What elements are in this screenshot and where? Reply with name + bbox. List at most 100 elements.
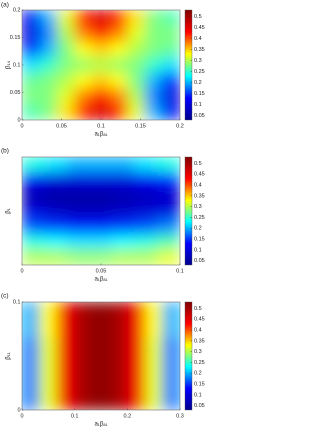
x-axis-label: a₁βₐ₁ [94, 277, 107, 283]
heat-cell [144, 56, 163, 74]
heatmap [22, 157, 180, 265]
heat-cell [162, 88, 180, 105]
heat-cell [109, 373, 128, 410]
heat-cell [127, 56, 146, 74]
colorbar-tick-label: 0.2 [194, 80, 202, 86]
heat-cell [89, 157, 113, 173]
heatmap-cells [22, 157, 180, 265]
panel-label: (a) [1, 2, 9, 9]
heat-cell [44, 157, 68, 173]
y-tick-label: 0.1 [13, 299, 21, 305]
y-axis-label: β₁₁ [6, 352, 12, 360]
heat-cell [22, 172, 45, 189]
heat-cell [162, 56, 180, 74]
heat-cell [91, 302, 111, 339]
heat-cell [74, 56, 93, 74]
heat-cell [91, 25, 111, 42]
heat-cell [39, 56, 58, 74]
heat-cell [39, 72, 58, 89]
heat-cell [162, 41, 180, 58]
colorbar-tick-label: 0.45 [194, 172, 205, 178]
heat-cell [22, 41, 40, 58]
x-tick-label: 0.05 [56, 123, 67, 129]
heat-cell [91, 41, 111, 58]
heat-cell [109, 25, 128, 42]
colorbar-tick-label: 0.3 [194, 204, 202, 210]
heat-cell [162, 103, 180, 120]
heat-cell [44, 249, 68, 265]
colorbar-tick-label: 0.25 [194, 69, 205, 75]
x-tick-label: 0.1 [176, 268, 184, 274]
panel: (a)0.050.10.150.20.250.30.350.40.450.50 0… [1, 2, 205, 138]
colorbar-tick-label: 0.2 [194, 226, 202, 232]
heat-cell [74, 41, 93, 58]
plot-frame [21, 301, 181, 411]
heat-cell [66, 249, 91, 265]
heat-cell [109, 41, 128, 58]
colorbar-tick-label: 0.45 [194, 25, 205, 31]
heat-cell [56, 103, 75, 120]
panel: (b) 0.05 0.1 0.15 0.2 0.25 0.3 0.35 0.4 0.45 0.5 0 0… [1, 148, 205, 283]
panel-label: (b) [1, 148, 9, 155]
colorbar-tick-label: 0.05 [194, 258, 205, 264]
heat-cell [157, 233, 180, 250]
colorbar-tick-label: 0.05 [194, 403, 205, 409]
heat-cell [39, 41, 58, 58]
heat-cell [22, 218, 45, 235]
colorbar-tick-label: 0.5 [194, 161, 202, 167]
heat-cell [89, 187, 113, 204]
colorbar-tick-label: 0.4 [194, 183, 202, 189]
colorbar-tick-label: 0.3 [194, 349, 202, 355]
heat-cell [134, 233, 158, 250]
heat-cell [111, 157, 136, 173]
heat-cell [134, 202, 158, 220]
heat-cell [44, 187, 68, 204]
colorbar-tick-label: 0.5 [194, 14, 202, 20]
heat-cell [144, 103, 163, 120]
heat-cell [74, 373, 93, 410]
colorbar-tick-label: 0.5 [194, 306, 202, 312]
x-tick-label: 0 [20, 123, 23, 129]
heat-cell [109, 302, 128, 339]
heat-cell [89, 233, 113, 250]
heat-cell [144, 337, 163, 375]
colorbar-tick-label: 0.25 [194, 215, 205, 221]
heat-cell [66, 233, 91, 250]
heat-cell [134, 187, 158, 204]
heat-cell [162, 373, 180, 410]
heat-cell [134, 157, 158, 173]
heat-cell [134, 172, 158, 189]
heat-cell [144, 302, 163, 339]
heat-cell [91, 10, 111, 27]
heat-cell [127, 88, 146, 105]
heat-cell [91, 88, 111, 105]
page: {"chart_data": [ {"type": "heatmap", "pa… [1, 1, 205, 428]
panel-label: (c) [1, 293, 9, 300]
x-tick-label: 0.2 [176, 123, 184, 129]
heat-cell [74, 337, 93, 375]
heat-cell [89, 218, 113, 235]
heat-cell [134, 218, 158, 235]
heat-cell [39, 337, 58, 375]
y-axis-label: β₁₄ [6, 60, 12, 68]
heat-cell [157, 218, 180, 235]
heat-cell [89, 249, 113, 265]
heat-cell [56, 25, 75, 42]
heat-cell [91, 373, 111, 410]
heat-cell [22, 202, 45, 220]
heat-cell [127, 373, 146, 410]
heat-cell [157, 172, 180, 189]
x-axis-label: a₁βₐ₁ [94, 422, 107, 428]
colorbar-tick-label: 0.4 [194, 36, 202, 42]
y-tick-label: 0.2 [13, 7, 21, 13]
heat-cell [39, 88, 58, 105]
heat-cell [44, 202, 68, 220]
x-tick-label: 0.05 [96, 268, 107, 274]
y-tick-label: 0 [17, 407, 20, 413]
heat-cell [22, 249, 45, 265]
heat-cell [91, 72, 111, 89]
heat-cell [22, 187, 45, 204]
x-tick-label: 0.1 [97, 123, 105, 129]
colorbar-tick-label: 0.15 [194, 237, 205, 243]
heat-cell [162, 72, 180, 89]
